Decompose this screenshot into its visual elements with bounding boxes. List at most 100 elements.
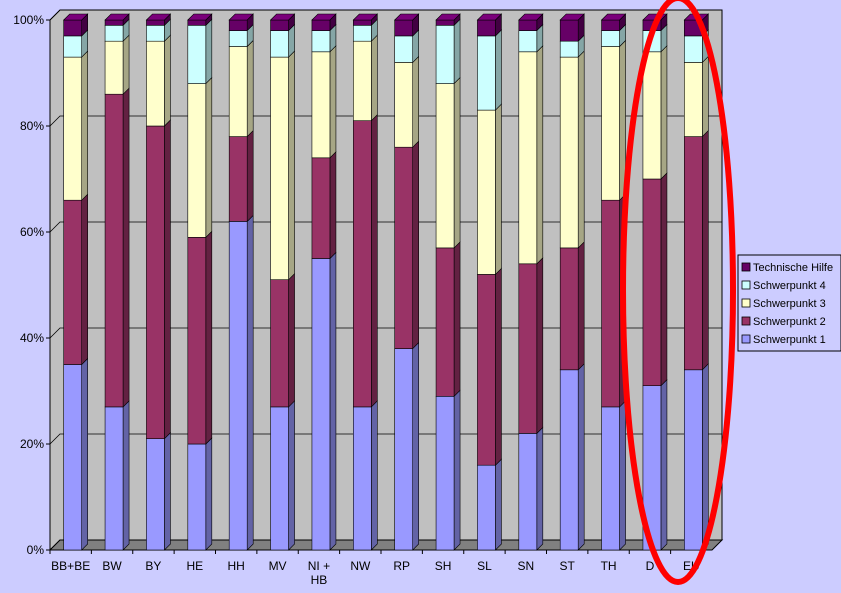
bar-top bbox=[559, 13, 585, 21]
bar-top bbox=[476, 13, 503, 21]
bar-segment bbox=[477, 464, 496, 551]
bar-segment bbox=[601, 406, 620, 551]
bar-segment bbox=[684, 35, 703, 63]
bar-side bbox=[577, 50, 585, 249]
bar-segment bbox=[228, 46, 248, 137]
bar-segment bbox=[518, 433, 538, 551]
highlight-ellipse bbox=[620, 0, 736, 585]
legend-label: Schwerpunkt 1 bbox=[753, 334, 826, 346]
x-tick-label: RP bbox=[393, 559, 410, 573]
x-tick-label: TH bbox=[601, 559, 617, 573]
bar-segment bbox=[518, 263, 538, 434]
x-tick-label: NW bbox=[350, 559, 371, 573]
bar-top bbox=[187, 13, 213, 21]
bar-top bbox=[228, 13, 254, 21]
legend-swatch bbox=[741, 298, 751, 308]
bar-segment bbox=[518, 19, 538, 31]
bar-segment bbox=[270, 406, 289, 551]
bar-segment bbox=[104, 93, 124, 408]
legend-label: Technische Hilfe bbox=[753, 262, 833, 274]
bar-segment bbox=[311, 19, 331, 31]
bar-segment bbox=[187, 24, 207, 84]
bar-segment bbox=[601, 199, 620, 408]
bar-segment bbox=[63, 199, 82, 365]
bar-segment bbox=[394, 146, 413, 349]
bar-segment bbox=[353, 19, 372, 26]
bar-side bbox=[81, 357, 88, 551]
x-tick-label: HH bbox=[228, 559, 245, 573]
bar-side bbox=[371, 113, 378, 408]
bar-top bbox=[518, 13, 544, 21]
bar-segment bbox=[228, 30, 248, 47]
bar-segment bbox=[311, 157, 331, 259]
bar-side bbox=[495, 267, 502, 466]
x-tick-label: SN bbox=[517, 559, 534, 573]
bar-side bbox=[329, 45, 337, 159]
bar-segment bbox=[146, 24, 165, 42]
bar-segment bbox=[63, 56, 82, 201]
y-tick-label: 80% bbox=[20, 119, 44, 133]
bar-segment bbox=[146, 40, 165, 127]
bar-side bbox=[495, 458, 502, 551]
bar-segment bbox=[684, 369, 703, 551]
bar-side bbox=[246, 129, 254, 223]
bar-segment bbox=[559, 40, 579, 58]
bar-side bbox=[371, 34, 378, 122]
x-tick-label: SH bbox=[435, 559, 452, 573]
bar-top bbox=[62, 13, 89, 21]
bar-segment bbox=[63, 19, 82, 37]
bar-segment bbox=[642, 178, 662, 386]
bar-side bbox=[577, 363, 585, 551]
bar-side bbox=[205, 230, 213, 445]
bar-segment bbox=[228, 19, 248, 31]
bar-side bbox=[577, 241, 585, 371]
y-tick-label: 100% bbox=[13, 13, 44, 27]
legend-label: Schwerpunkt 3 bbox=[753, 298, 826, 310]
bar-segment bbox=[394, 35, 413, 63]
bar-side bbox=[453, 389, 461, 551]
bar-side bbox=[660, 172, 668, 387]
bar-side bbox=[660, 45, 668, 180]
bar-segment bbox=[270, 279, 289, 408]
bar-side bbox=[122, 87, 130, 408]
bar-side bbox=[702, 129, 709, 371]
bar-side bbox=[164, 119, 171, 440]
bar-segment bbox=[104, 406, 124, 551]
bar-segment bbox=[559, 19, 579, 42]
x-tick-label: MV bbox=[269, 559, 287, 573]
y-tick-label: 20% bbox=[20, 437, 44, 451]
legend-label: Schwerpunkt 4 bbox=[753, 280, 826, 292]
y-tick-label: 60% bbox=[20, 225, 44, 239]
bar-segment bbox=[518, 30, 538, 53]
x-tick-label: D bbox=[646, 559, 655, 573]
bar-side bbox=[288, 50, 295, 281]
legend-swatch bbox=[741, 280, 751, 290]
x-tick-label: BW bbox=[102, 559, 122, 573]
bar-side bbox=[246, 39, 254, 138]
bar-segment bbox=[104, 40, 124, 95]
bar-side bbox=[536, 45, 544, 265]
bar-segment bbox=[187, 83, 207, 238]
legend-box bbox=[737, 254, 841, 352]
bar-segment bbox=[228, 221, 248, 551]
bar-side bbox=[122, 400, 130, 551]
bar-side bbox=[329, 151, 337, 260]
bar-top bbox=[104, 13, 130, 21]
bar-segment bbox=[63, 35, 82, 58]
x-tick-label: BY bbox=[145, 559, 161, 573]
bar-segment bbox=[642, 51, 662, 180]
x-tick-label: NI + bbox=[308, 559, 330, 573]
bar-side bbox=[412, 341, 419, 551]
bar-side bbox=[660, 378, 668, 551]
legend-label: Schwerpunkt 2 bbox=[753, 316, 826, 328]
bar-side bbox=[453, 76, 461, 249]
bar-side bbox=[205, 76, 213, 239]
bar-side bbox=[81, 193, 88, 366]
bar-side bbox=[412, 55, 419, 148]
bar-top bbox=[269, 13, 296, 21]
bar-segment bbox=[187, 19, 207, 26]
bar-segment bbox=[311, 30, 331, 53]
bar-side bbox=[122, 34, 130, 95]
bar-segment bbox=[477, 109, 496, 275]
